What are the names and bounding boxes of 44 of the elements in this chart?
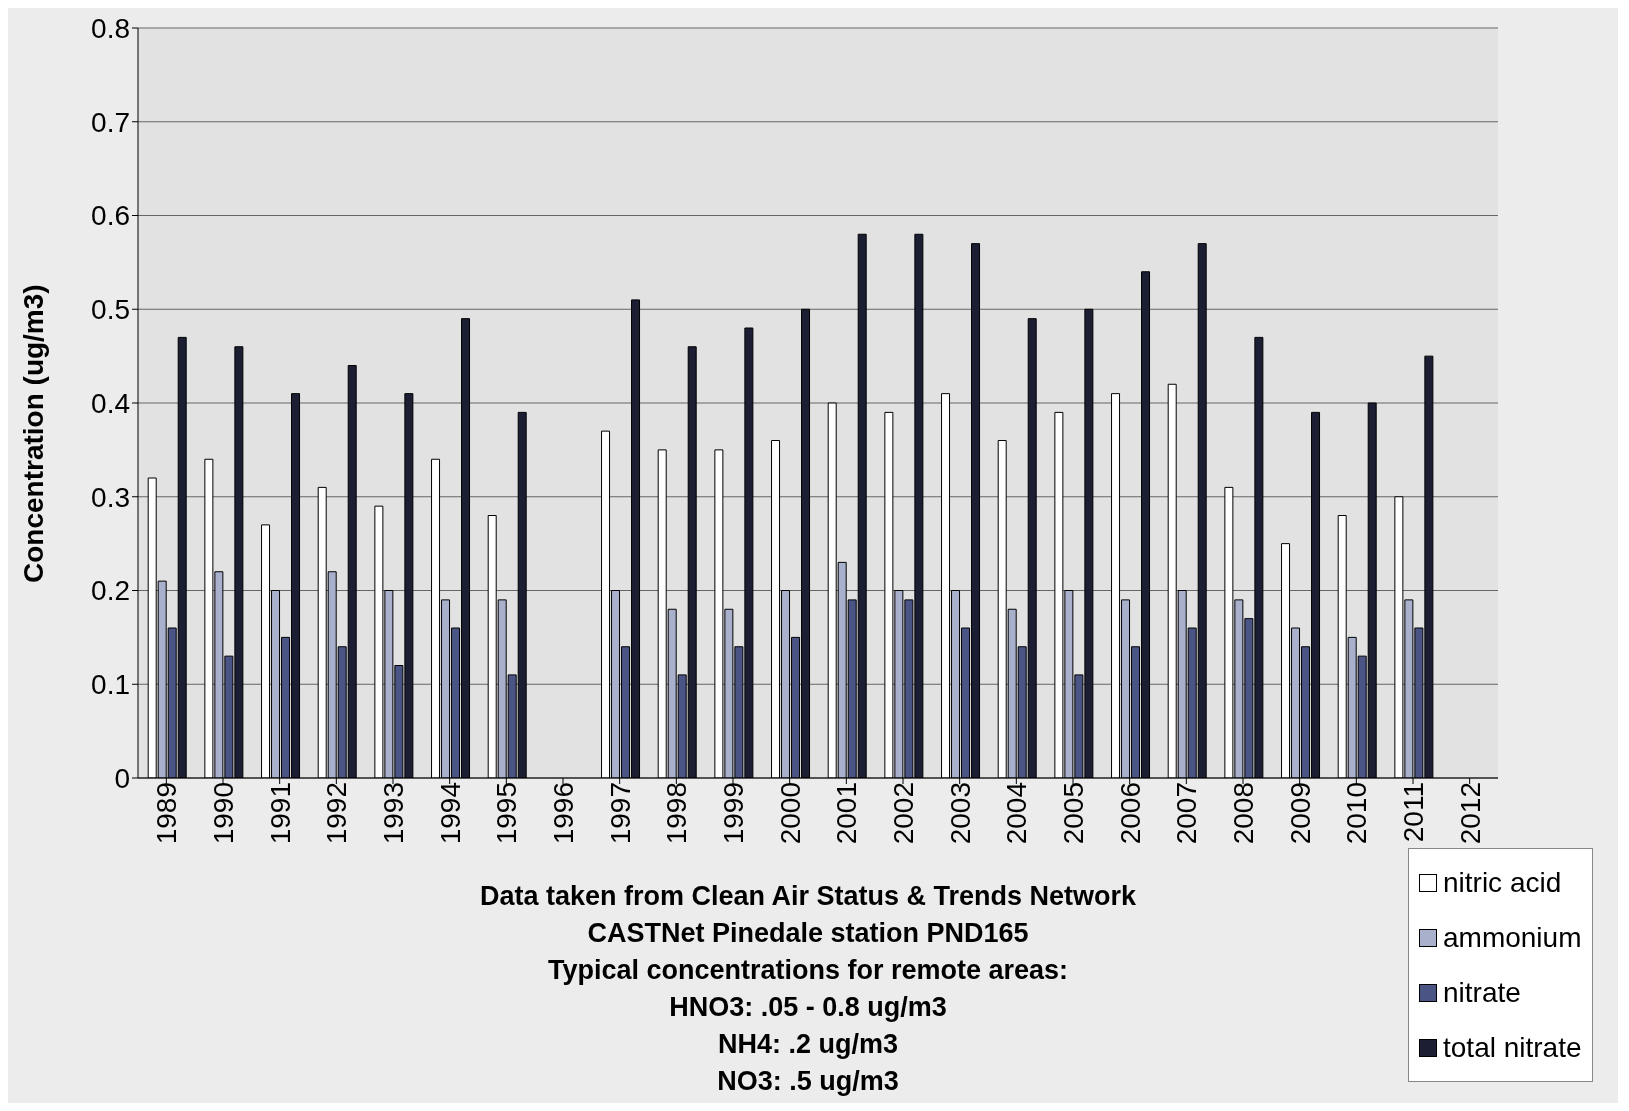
x-tick-label: 2010 — [1341, 782, 1373, 845]
x-tick-label: 2005 — [1057, 782, 1089, 845]
x-tick-label: 2007 — [1171, 782, 1203, 845]
y-tick-label: 0.4 — [91, 387, 130, 419]
x-tick-label: 1990 — [207, 782, 239, 845]
text: HNO3: .05 - 0.8 ug/m3 — [668, 991, 948, 1024]
text: Typical concentrations for remote areas: — [546, 954, 1070, 987]
y-tick-label: 0.1 — [91, 669, 130, 701]
x-tick-label: 2009 — [1284, 782, 1316, 845]
y-tick-label: 0.3 — [91, 481, 130, 513]
x-tick-label: 2011 — [1397, 782, 1429, 843]
x-tick-label: 2000 — [774, 782, 806, 845]
x-tick-label: 1994 — [434, 782, 466, 845]
x-tick-label: 1996 — [547, 782, 579, 845]
legend-label: ammonium — [1443, 921, 1582, 954]
x-tick-label: 1992 — [321, 782, 353, 845]
x-tick-label: 2002 — [887, 782, 919, 845]
text: Data taken from Clean Air Status & Trends Network — [478, 880, 1138, 913]
x-tick-label: 1995 — [491, 782, 523, 845]
y-tick-label: 0.8 — [91, 12, 130, 44]
y-tick-label: 0.6 — [91, 200, 130, 232]
x-tick-label: 1999 — [717, 782, 749, 845]
text: CASTNet Pinedale station PND165 — [586, 917, 1030, 950]
legend-label: nitric acid — [1443, 866, 1562, 899]
text: NH4: .2 ug/m3 — [716, 1028, 899, 1061]
legend-label: total nitrate — [1443, 1031, 1582, 1064]
y-tick-label: 0.5 — [91, 294, 130, 326]
legend-label: nitrate — [1443, 976, 1521, 1009]
x-tick-label: 1998 — [661, 782, 693, 845]
text: NO3: .5 ug/m3 — [716, 1065, 900, 1098]
x-tick-label: 2003 — [944, 782, 976, 845]
x-tick-label: 1993 — [377, 782, 409, 845]
x-tick-label: 1997 — [604, 782, 636, 845]
y-axis-title: Concentration (ug/m3) — [17, 284, 49, 583]
x-tick-label: 2008 — [1227, 782, 1259, 845]
y-tick-label: 0 — [114, 762, 130, 794]
y-tick-label: 0.7 — [91, 106, 130, 138]
x-tick-label: 2004 — [1001, 782, 1033, 845]
y-tick-label: 0.2 — [91, 575, 130, 607]
x-tick-label: 2012 — [1454, 782, 1486, 845]
x-tick-label: 2001 — [831, 782, 863, 845]
x-tick-label: 1991 — [264, 782, 296, 845]
x-tick-label: 2006 — [1114, 782, 1146, 845]
x-tick-label: 1989 — [151, 782, 183, 845]
